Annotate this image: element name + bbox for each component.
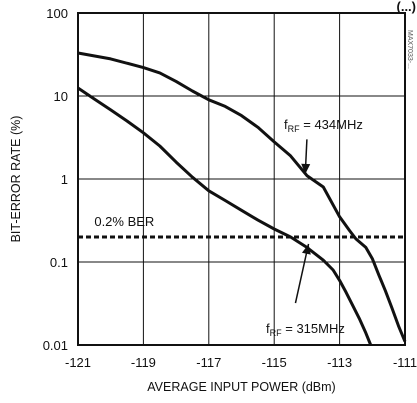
reference-line-group: 0.2% BER (78, 214, 405, 239)
y-tick-label: 1 (61, 172, 68, 187)
grid (78, 13, 405, 345)
x-tick-label: -121 (65, 355, 91, 370)
annotation-arrowhead (301, 243, 311, 255)
annotation-arrowhead (301, 163, 311, 174)
side-code: MAX7033-... (406, 30, 413, 69)
annotation-arrow-line (294, 243, 310, 304)
x-tick-label: -115 (262, 355, 287, 370)
annotation-label: fRF = 315MHz (266, 321, 345, 338)
annotation-label: fRF = 434MHz (284, 117, 363, 134)
y-tick-label: 100 (46, 6, 68, 21)
series-line-0 (77, 51, 407, 343)
top-right-label: (...) (397, 0, 417, 14)
x-tick-label: -119 (131, 355, 156, 370)
axis-ticks: -121 -119 -117 -115 -113 -111 0.01 0.1 1 10 100 (43, 6, 417, 370)
x-axis-label: AVERAGE INPUT POWER (dBm) (147, 380, 335, 394)
plot-frame (77, 12, 406, 346)
series-group (77, 51, 407, 346)
annotations-group: fRF = 434MHz fRF = 315MHz (266, 117, 363, 338)
reference-line-label: 0.2% BER (94, 214, 154, 229)
x-tick-label: -111 (393, 355, 417, 370)
series-line-1 (77, 86, 373, 346)
y-tick-label: 0.01 (43, 338, 68, 353)
y-tick-label: 0.1 (50, 255, 68, 270)
y-tick-label: 10 (54, 89, 68, 104)
y-axis-label: BIT-ERROR RATE (%) (9, 116, 23, 243)
x-tick-label: -113 (327, 355, 352, 370)
x-tick-label: -117 (196, 355, 221, 370)
